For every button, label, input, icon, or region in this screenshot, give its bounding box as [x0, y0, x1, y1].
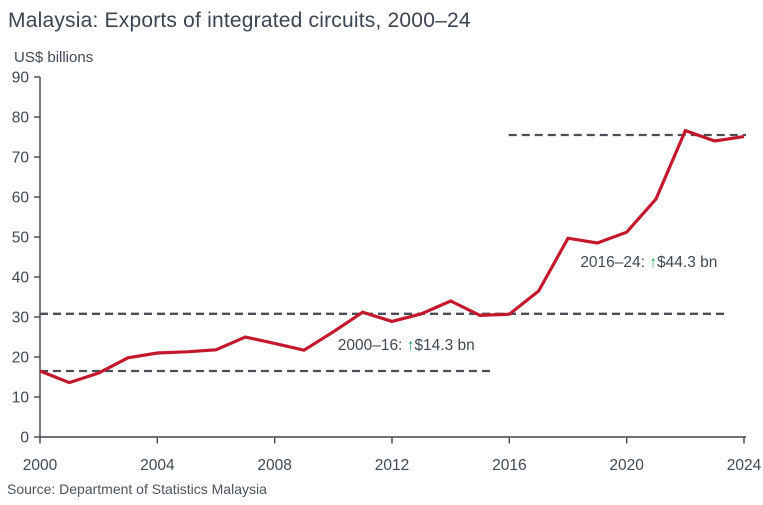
annotation-amount: $14.3 bn	[414, 337, 474, 354]
growth-arrow-icon: ↑	[649, 254, 657, 271]
annotation-prefix: 2016–24:	[580, 254, 649, 271]
x-tick-label: 2020	[609, 457, 644, 474]
y-tick-label: 90	[12, 70, 30, 87]
y-tick-label: 0	[20, 430, 29, 447]
y-tick-label: 40	[12, 270, 30, 287]
y-tick-label: 70	[12, 150, 30, 167]
x-tick-label: 2000	[23, 457, 58, 474]
annotation-text-1: 2016–24: ↑$44.3 bn	[580, 254, 717, 271]
y-tick-label: 20	[12, 350, 30, 367]
annotation-prefix: 2000–16:	[338, 337, 407, 354]
chart-title: Malaysia: Exports of integrated circuits…	[8, 9, 471, 32]
annotation-text-0: 2000–16: ↑$14.3 bn	[338, 337, 475, 354]
y-tick-label: 10	[12, 390, 30, 407]
growth-arrow-icon: ↑	[407, 337, 415, 354]
x-tick-label: 2024	[727, 457, 762, 474]
x-tick-label: 2004	[140, 457, 175, 474]
x-tick-label: 2008	[257, 457, 291, 474]
source-note: Source: Department of Statistics Malaysi…	[7, 481, 267, 497]
y-tick-label: 60	[12, 190, 30, 207]
annotation-amount: $44.3 bn	[657, 254, 717, 271]
x-tick-label: 2016	[492, 457, 526, 474]
y-axis-unit-label: US$ billions	[14, 49, 94, 66]
y-tick-label: 50	[12, 230, 30, 247]
y-tick-label: 80	[12, 110, 30, 127]
y-tick-label: 30	[12, 310, 30, 327]
x-tick-label: 2012	[375, 457, 409, 474]
data-line	[39, 128, 745, 385]
